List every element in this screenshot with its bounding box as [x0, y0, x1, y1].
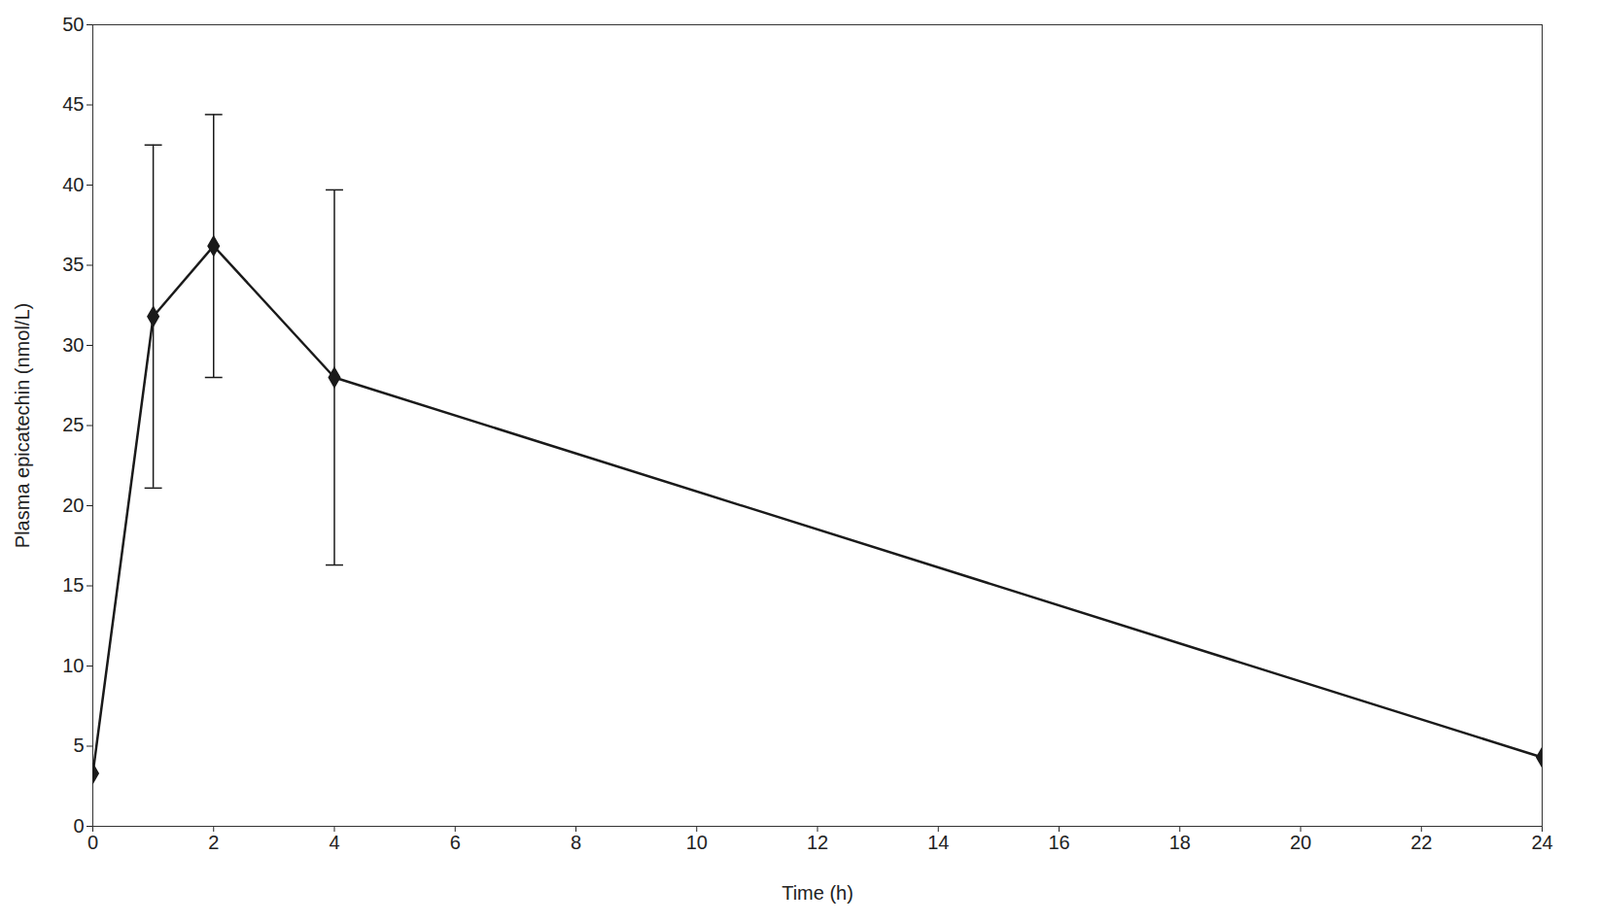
svg-text:0: 0: [72, 815, 84, 837]
svg-text:10: 10: [62, 655, 84, 677]
svg-text:2: 2: [208, 832, 219, 854]
svg-text:50: 50: [62, 13, 84, 35]
svg-text:22: 22: [1410, 832, 1432, 854]
svg-text:Plasma epicatechin (nmol/L): Plasma epicatechin (nmol/L): [11, 303, 34, 549]
svg-text:16: 16: [1047, 832, 1070, 854]
svg-text:25: 25: [62, 414, 84, 436]
svg-text:5: 5: [72, 734, 84, 757]
svg-text:20: 20: [62, 494, 84, 517]
svg-text:30: 30: [62, 334, 84, 356]
svg-text:4: 4: [328, 832, 340, 854]
svg-text:8: 8: [570, 832, 582, 854]
svg-text:12: 12: [806, 832, 829, 854]
svg-text:15: 15: [62, 574, 84, 596]
svg-text:6: 6: [450, 832, 461, 854]
svg-text:24: 24: [1530, 832, 1553, 854]
svg-text:45: 45: [62, 93, 84, 115]
svg-text:40: 40: [62, 173, 84, 196]
svg-text:0: 0: [87, 832, 99, 854]
svg-text:35: 35: [62, 253, 84, 276]
svg-text:14: 14: [927, 832, 949, 854]
svg-text:18: 18: [1169, 832, 1191, 854]
svg-text:20: 20: [1289, 832, 1312, 854]
svg-text:Time (h): Time (h): [781, 882, 854, 905]
svg-text:10: 10: [686, 832, 708, 854]
